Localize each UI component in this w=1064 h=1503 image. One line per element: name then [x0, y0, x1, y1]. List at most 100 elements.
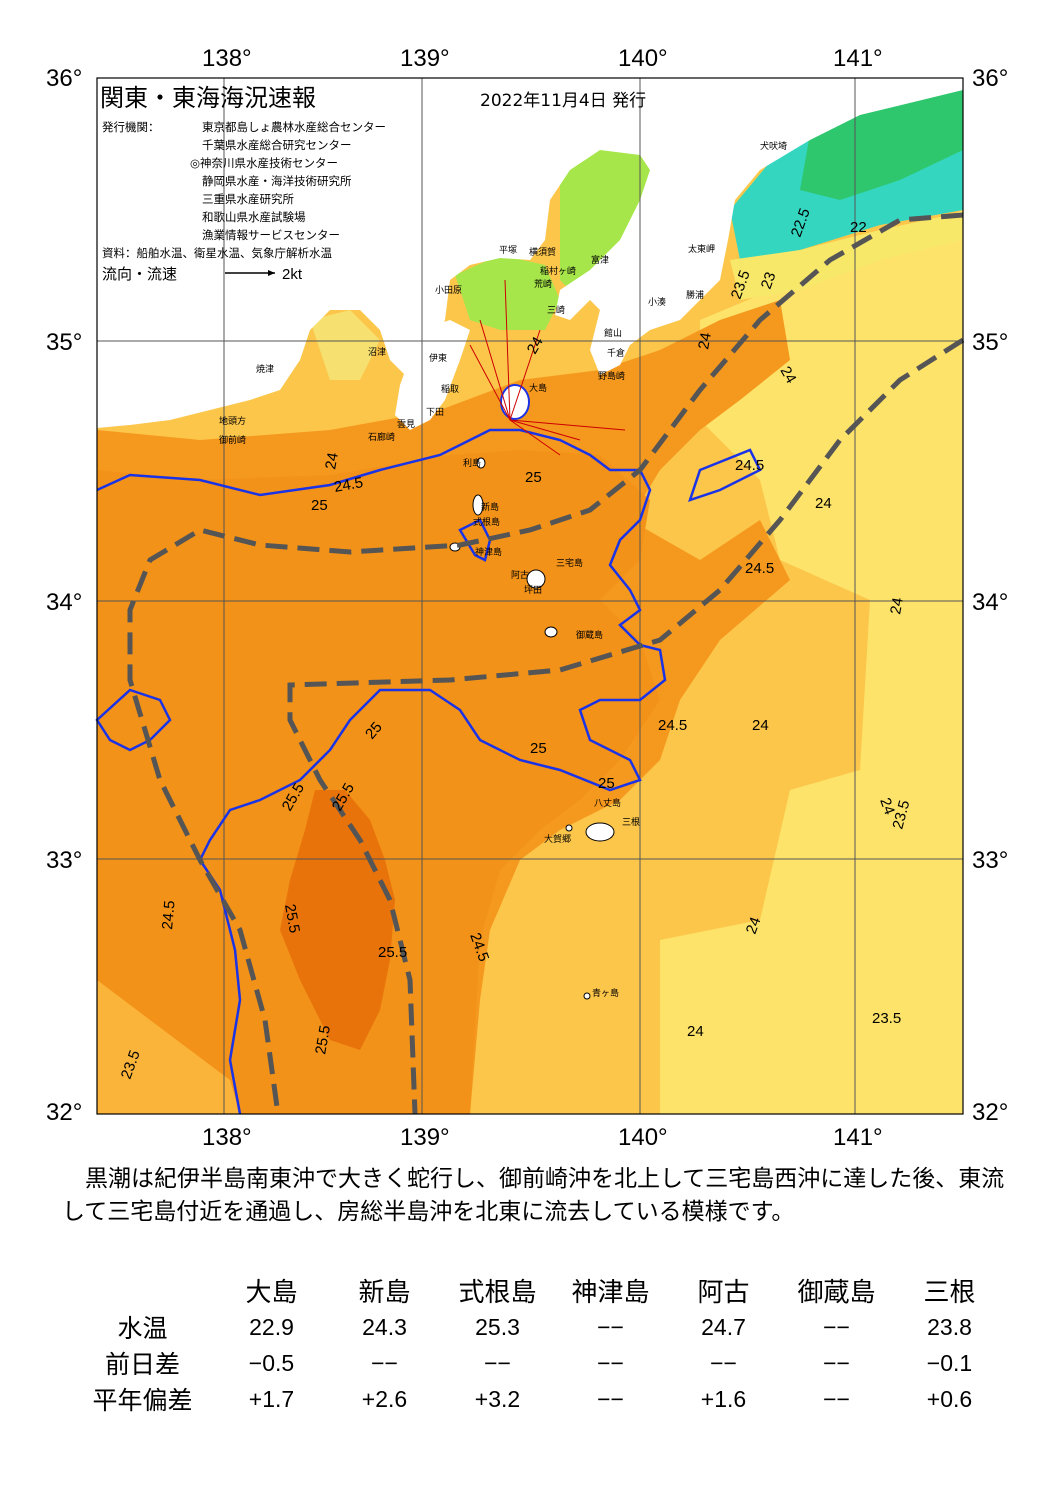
current-vectors — [469, 279, 626, 456]
lon-label-bottom-141: 141° — [833, 1124, 883, 1151]
lat-label-right-34: 34° — [972, 589, 1008, 616]
lat-label-right-32: 32° — [972, 1099, 1008, 1126]
publisher-item: 静岡県水産・海洋技術研究所 — [202, 174, 352, 188]
contour-label: 25.5 — [312, 1024, 334, 1056]
flow-scale: 2kt — [282, 266, 303, 283]
place-label: 阿古 — [511, 569, 529, 581]
lon-label-bottom-139: 139° — [400, 1124, 450, 1151]
table-corner — [70, 1272, 215, 1309]
table-cell: −− — [597, 1349, 624, 1376]
description-text: 黒潮は紀伊半島南東沖で大きく蛇行し、御前崎沖を北上して三宅島西沖に達した後、東流… — [62, 1166, 1005, 1225]
contour-label: 24.5 — [735, 457, 764, 474]
place-label: 坪田 — [524, 585, 542, 596]
contour-label: 24 — [322, 451, 342, 470]
contour-label: 25.5 — [378, 944, 407, 961]
place-label: 利島 — [463, 457, 481, 469]
publisher-item: 和歌山県水産試験場 — [202, 210, 306, 224]
place-label: 小田原 — [435, 285, 462, 296]
lat-label-left-35: 35° — [46, 329, 82, 356]
table-cell: 24.3 — [362, 1313, 407, 1340]
place-label: 横須賀 — [529, 246, 556, 258]
table-cell: −0.5 — [248, 1349, 295, 1376]
table-cell: −− — [823, 1313, 850, 1340]
contour-label: 25 — [530, 740, 547, 757]
lon-label-bottom-138: 138° — [202, 1124, 252, 1151]
lat-label-right-33: 33° — [972, 847, 1008, 874]
lon-label-bottom-140: 140° — [618, 1124, 668, 1151]
contour-label: 23.5 — [872, 1010, 901, 1027]
lon-label-top-139: 139° — [400, 45, 450, 72]
island-temperature-table: 大島 新島 式根島 神津島 阿古 御蔵島 三根 水温 22.9 24.3 25.… — [70, 1272, 1006, 1417]
place-label: 大賀郷 — [544, 833, 571, 845]
lat-label-left-32: 32° — [46, 1099, 82, 1126]
place-label: 下田 — [426, 407, 444, 418]
lon-label-top-138: 138° — [202, 45, 252, 72]
place-label: 伊東 — [429, 352, 447, 364]
flow-scale-arrowhead — [268, 270, 275, 276]
sagami-bay-water — [455, 255, 560, 330]
table-cell: +1.7 — [248, 1385, 295, 1412]
place-label: 地頭方 — [219, 415, 246, 427]
flow-label: 流向・流速 — [102, 265, 177, 283]
contour-label: 24 — [777, 364, 800, 387]
table-cell: −− — [484, 1349, 511, 1376]
publisher-item: 千葉県水産総合研究センター — [202, 138, 352, 152]
island-aogashima — [583, 992, 591, 1000]
table-cell: +2.6 — [361, 1385, 408, 1412]
row-header: 平年偏差 — [92, 1387, 193, 1415]
contour-label: 24 — [695, 331, 715, 350]
place-label: 八丈島 — [594, 797, 621, 809]
col-header: 御蔵島 — [797, 1277, 876, 1307]
place-label: 稲村ヶ崎 — [540, 265, 576, 277]
cooler-water-sw — [97, 980, 240, 1114]
island-oshima — [500, 384, 530, 420]
island-hachijojima — [585, 822, 615, 842]
contour-label: 24.5 — [745, 560, 774, 577]
place-label: 稲取 — [441, 383, 459, 395]
lat-label-right-36: 36° — [972, 65, 1008, 92]
contour-label: 24.5 — [333, 474, 365, 496]
place-label: 神津島 — [475, 546, 502, 558]
place-label: 青ヶ島 — [592, 987, 619, 999]
place-label: 新島 — [481, 501, 499, 513]
contour-label: 24 — [887, 596, 907, 615]
island-mikurajima — [544, 626, 558, 638]
lat-label-left-33: 33° — [46, 847, 82, 874]
contour-label: 23 — [758, 270, 780, 291]
table-cell: +1.6 — [700, 1385, 747, 1412]
sea-temperature-map: 138° 139° 140° 141° 138° 139° 140° 141° … — [46, 45, 1008, 1151]
contour-label: 24 — [876, 796, 898, 817]
table-cell: −− — [823, 1349, 850, 1376]
lon-label-top-140: 140° — [618, 45, 668, 72]
place-label: 御蔵島 — [576, 629, 603, 641]
place-label: 三崎 — [547, 304, 565, 316]
table-cell: 24.7 — [701, 1313, 746, 1340]
row-header: 前日差 — [104, 1351, 180, 1379]
contour-labels: 24 24.5 25 25 24 24.5 24 24.5 24 24.5 24… — [118, 206, 914, 1081]
kuroshio-axis-line — [95, 428, 762, 1115]
contour-label: 25 — [525, 469, 542, 486]
place-label: 三根 — [622, 816, 640, 828]
table-cell: 25.3 — [475, 1313, 520, 1340]
contour-label: 24.5 — [159, 900, 178, 931]
contour-label: 24 — [815, 495, 832, 512]
contour-label: 24 — [687, 1023, 704, 1040]
contour-label: 24.5 — [658, 717, 687, 734]
table-cell: +3.2 — [474, 1385, 521, 1412]
place-label: 野島崎 — [598, 370, 625, 382]
table-header-row: 大島 新島 式根島 神津島 阿古 御蔵島 三根 — [70, 1272, 1006, 1309]
place-label: 式根島 — [473, 516, 500, 528]
island-miyakejima — [526, 569, 546, 589]
tokyo-bay-water — [560, 150, 660, 300]
publisher-list: 東京都島しょ農林水産総合センター 千葉県水産総合研究センター ◎神奈川県水産技術… — [190, 120, 386, 242]
col-header: 阿古 — [697, 1277, 750, 1307]
island-toshima — [476, 457, 486, 469]
table-cell: 22.9 — [249, 1313, 294, 1340]
land-honshu — [97, 78, 963, 428]
contour-label: 25.5 — [281, 903, 303, 935]
place-labels: 犬吠埼 太東岬 勝浦 小湊 富津 横須賀 平塚 小田原 稲村ヶ崎 荒崎 三崎 館… — [219, 140, 787, 999]
table-cell: −− — [823, 1385, 850, 1412]
graticule — [97, 78, 963, 1114]
source-text: 資料：船舶水温、衛星水温、気象庁解析水温 — [102, 246, 332, 260]
place-label: 小湊 — [648, 296, 666, 308]
